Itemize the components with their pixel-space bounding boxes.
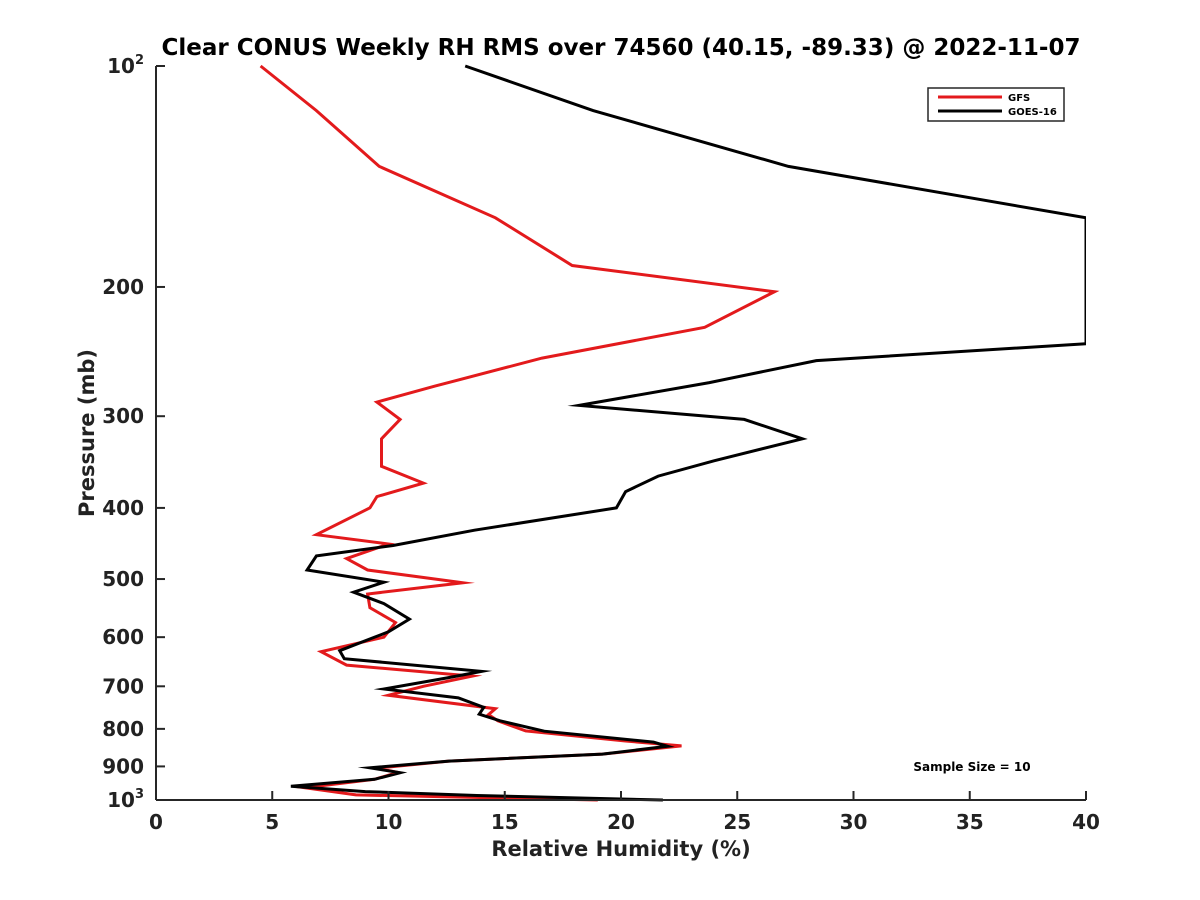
y-tick-label: 103 (107, 787, 144, 812)
x-tick-label: 25 (723, 810, 751, 834)
x-tick-label: 10 (375, 810, 403, 834)
y-tick-label: 200 (102, 275, 144, 299)
y-tick-label: 500 (102, 567, 144, 591)
legend-label: GFS (1008, 93, 1030, 104)
y-tick-label: 700 (102, 674, 144, 698)
y-axis-label: Pressure (mb) (75, 349, 99, 517)
y-tick-label: 300 (102, 404, 144, 428)
y-tick-label: 102 (107, 53, 144, 78)
legend: GFS GOES-16 (927, 87, 1065, 122)
x-tick-label: 40 (1072, 810, 1100, 834)
x-tick-label: 15 (491, 810, 519, 834)
plot-lines (259, 64, 1086, 802)
axes: 0 5 10 15 20 25 30 35 40 102 200 300 400 500 600 700 800… (102, 53, 1100, 834)
y-tick-label: 400 (102, 496, 144, 520)
y-tick-label: 800 (102, 717, 144, 741)
x-tick-label: 5 (265, 810, 279, 834)
x-tick-label: 30 (840, 810, 868, 834)
chart-title: Clear CONUS Weekly RH RMS over 74560 (40… (162, 35, 1081, 61)
sample-size-annotation: Sample Size = 10 (913, 760, 1030, 774)
legend-label: GOES-16 (1008, 107, 1057, 118)
x-axis-label: Relative Humidity (%) (491, 837, 750, 861)
y-tick-label: 600 (102, 625, 144, 649)
legend-box (927, 87, 1065, 122)
y-tick-label: 900 (102, 754, 144, 778)
series-line-goes-16 (290, 64, 1086, 802)
x-tick-label: 0 (149, 810, 163, 834)
x-tick-label: 35 (956, 810, 984, 834)
x-tick-label: 20 (607, 810, 635, 834)
series-line-gfs (259, 64, 780, 802)
